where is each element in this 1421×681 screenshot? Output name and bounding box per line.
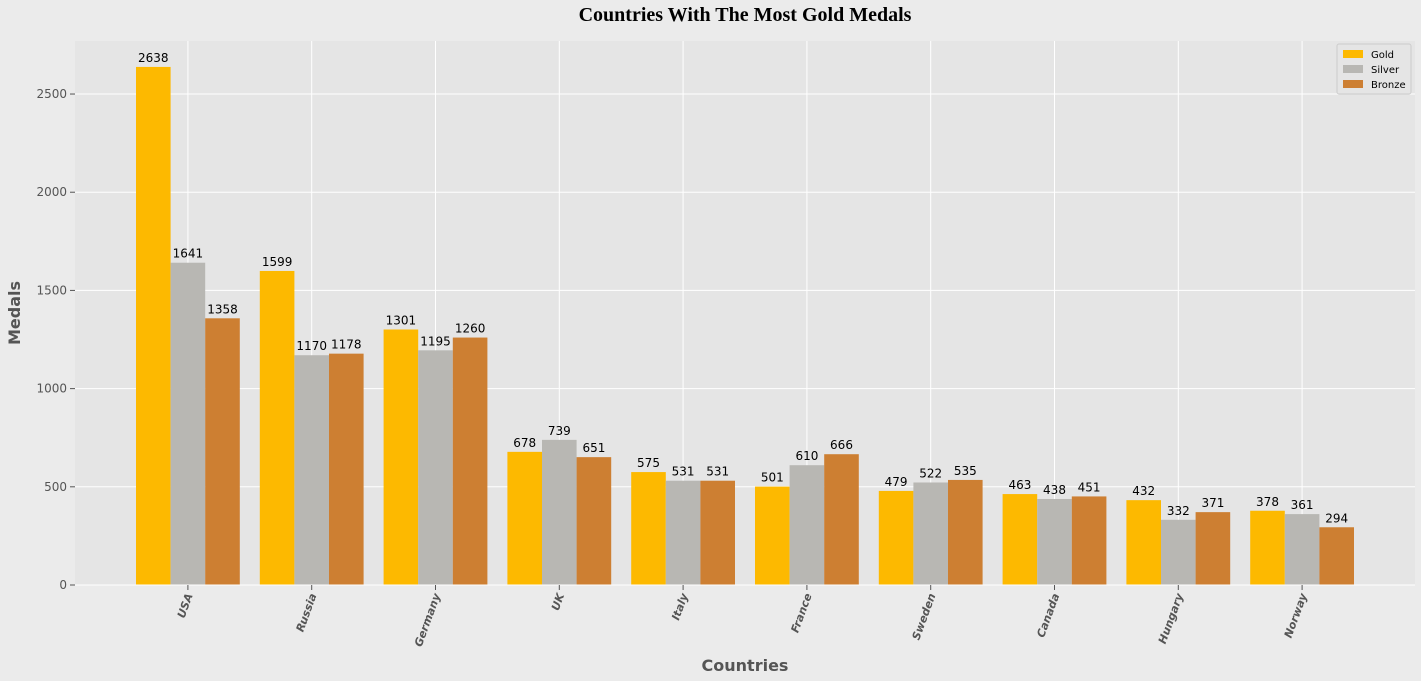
legend-label-silver: Silver	[1371, 65, 1400, 76]
data-label: 739	[548, 424, 571, 438]
legend-swatch-silver	[1343, 65, 1363, 73]
bar-bronze-usa	[205, 318, 240, 585]
x-tick-label: Sweden	[910, 591, 939, 641]
data-label: 463	[1008, 478, 1031, 492]
bar-bronze-germany	[452, 337, 488, 585]
data-label: 432	[1132, 484, 1155, 498]
bar-gold-germany	[383, 329, 419, 585]
y-tick-label: 2000	[36, 185, 67, 199]
x-tick-label: Hungary	[1156, 591, 1187, 646]
bar-silver-russia	[294, 355, 329, 585]
data-label: 1301	[386, 313, 417, 327]
data-label: 361	[1291, 498, 1314, 512]
data-label: 2638	[138, 51, 169, 65]
legend-label-bronze: Bronze	[1371, 80, 1406, 91]
data-label: 1358	[207, 302, 238, 316]
bar-silver-usa	[170, 262, 206, 585]
y-tick-label: 1000	[36, 382, 67, 396]
bar-bronze-norway	[1319, 527, 1354, 585]
bar-gold-usa	[136, 66, 171, 585]
x-tick-label: USA	[175, 592, 196, 620]
data-label: 1641	[173, 247, 204, 261]
bar-gold-canada	[1002, 494, 1038, 585]
x-tick-label: Russia	[294, 592, 320, 634]
x-axis-ticks: USA Russia Germany UK Italy France Sweden Canad…	[75, 584, 1415, 649]
bar-bronze-hungary	[1195, 512, 1231, 585]
data-label: 678	[513, 436, 536, 450]
bar-silver-italy	[665, 480, 701, 585]
bar-silver-norway	[1284, 514, 1320, 585]
data-label: 501	[761, 471, 784, 485]
data-label: 438	[1043, 483, 1066, 497]
data-label: 1178	[331, 338, 362, 352]
legend: Gold Silver Bronze	[1336, 43, 1412, 95]
data-label: 1170	[296, 339, 327, 353]
data-label: 522	[919, 466, 942, 480]
bar-gold-sweden	[878, 490, 914, 585]
data-label: 1260	[455, 322, 486, 336]
y-axis-label: Medals	[5, 281, 24, 345]
bar-gold-russia	[259, 270, 295, 585]
bar-gold-france	[755, 486, 790, 585]
data-label: 378	[1256, 495, 1279, 509]
bar-gold-hungary	[1126, 500, 1161, 585]
bar-silver-canada	[1037, 498, 1072, 585]
y-tick-label: 0	[59, 578, 67, 592]
data-label: 531	[672, 465, 695, 479]
bar-silver-sweden	[913, 482, 948, 585]
x-tick-label: Germany	[412, 591, 444, 649]
legend-swatch-bronze	[1343, 80, 1363, 88]
data-label: 451	[1078, 480, 1101, 494]
chart-title: Countries With The Most Gold Medals	[579, 4, 912, 26]
data-labels: 2638 1599 1301 678 575 501 479 463 432 378 1641 117…	[138, 51, 1348, 525]
data-label: 479	[885, 475, 908, 489]
bar-bronze-uk	[576, 457, 612, 585]
data-label: 575	[637, 456, 660, 470]
bars-group	[136, 66, 1354, 585]
bar-bronze-canada	[1071, 496, 1107, 585]
x-tick-label: France	[788, 591, 814, 634]
bar-bronze-italy	[700, 480, 735, 585]
legend-swatch-gold	[1343, 50, 1363, 58]
data-label: 531	[706, 465, 729, 479]
y-tick-label: 2500	[36, 87, 67, 101]
data-label: 535	[954, 464, 977, 478]
bar-gold-italy	[631, 472, 666, 585]
bar-silver-germany	[418, 350, 453, 585]
y-tick-label: 1500	[36, 283, 67, 297]
y-axis-ticks: 0 500 1000 1500 2000 2500	[36, 87, 75, 592]
data-label: 610	[795, 449, 818, 463]
data-label: 332	[1167, 504, 1190, 518]
data-label: 294	[1325, 511, 1348, 525]
x-tick-label: UK	[549, 590, 568, 612]
bar-bronze-russia	[329, 353, 364, 585]
legend-label-gold: Gold	[1371, 50, 1394, 61]
bar-bronze-sweden	[948, 479, 983, 585]
bar-gold-norway	[1250, 510, 1285, 585]
data-label: 651	[582, 441, 605, 455]
y-tick-label: 500	[44, 480, 67, 494]
data-label: 1599	[262, 255, 293, 269]
x-axis-label: Countries	[702, 656, 789, 675]
bar-silver-france	[789, 465, 825, 585]
bar-silver-uk	[542, 439, 577, 585]
x-tick-label: Norway	[1282, 591, 1310, 640]
bar-gold-uk	[507, 451, 542, 585]
data-label: 1195	[420, 334, 451, 348]
data-label: 371	[1201, 496, 1224, 510]
data-label: 666	[830, 438, 853, 452]
bar-bronze-france	[824, 454, 859, 585]
bar-silver-hungary	[1161, 519, 1196, 585]
x-tick-label: Italy	[669, 591, 691, 622]
x-tick-label: Canada	[1034, 592, 1062, 640]
